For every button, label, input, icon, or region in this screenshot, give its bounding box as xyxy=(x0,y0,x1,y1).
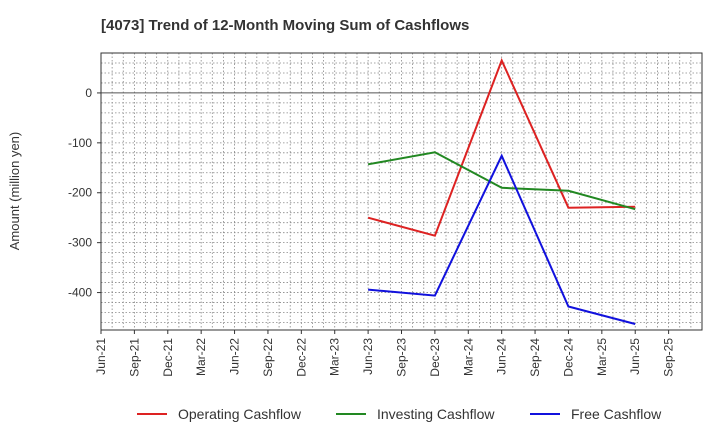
x-tick-label: Sep-25 xyxy=(662,338,676,377)
x-tick-label: Jun-24 xyxy=(495,338,509,375)
x-tick-label: Mar-22 xyxy=(194,338,208,376)
x-tick-label: Jun-21 xyxy=(94,338,108,375)
x-tick-label: Dec-24 xyxy=(561,338,575,377)
x-tick-label: Mar-23 xyxy=(328,338,342,376)
legend: Operating Cashflow Investing Cashflow Free… xyxy=(137,406,662,422)
grid-layer xyxy=(101,53,702,330)
x-tick-label: Jun-25 xyxy=(628,338,642,375)
operating-cashflow-line xyxy=(367,57,636,237)
y-tick-label: -300 xyxy=(68,236,92,250)
x-tick-label: Sep-21 xyxy=(127,338,141,377)
y-tick-label: -200 xyxy=(68,186,92,200)
x-tick-label: Sep-23 xyxy=(395,338,409,377)
y-tick-label: -400 xyxy=(68,286,92,300)
y-tick-label: -100 xyxy=(68,136,92,150)
x-tick-label: Mar-25 xyxy=(595,338,609,376)
axis-layer: 0 -100 -200 -300 -400 Jun-21 Sep-21 Dec-21 Mar-2… xyxy=(68,52,703,377)
x-tick-label: Sep-22 xyxy=(261,338,275,377)
investing-cashflow-line xyxy=(367,151,636,211)
operating-cashflow-legend-label: Operating Cashflow xyxy=(178,406,302,422)
chart-title: [4073] Trend of 12-Month Moving Sum of C… xyxy=(101,17,469,34)
x-tick-label: Mar-24 xyxy=(461,338,475,376)
y-tick-label: 0 xyxy=(85,86,92,100)
investing-cashflow-legend-label: Investing Cashflow xyxy=(377,406,495,422)
x-tick-label: Dec-23 xyxy=(428,338,442,377)
x-tick-label: Dec-22 xyxy=(294,338,308,377)
free-cashflow-line xyxy=(368,153,636,325)
series-layer xyxy=(367,57,636,325)
free-cashflow-legend-label: Free Cashflow xyxy=(571,406,662,422)
x-tick-label: Jun-22 xyxy=(228,338,242,375)
x-tick-label: Sep-24 xyxy=(528,338,542,377)
x-tick-label: Dec-21 xyxy=(161,338,175,377)
x-tick-label: Jun-23 xyxy=(361,338,375,375)
y-axis-label: Amount (million yen) xyxy=(7,132,22,251)
